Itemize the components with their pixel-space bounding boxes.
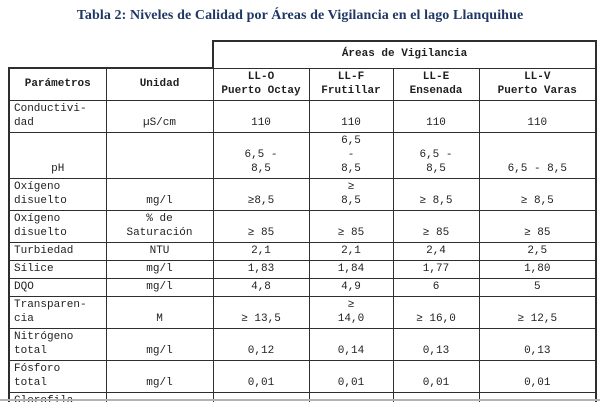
value-cell: 6,5 - 8,5 (308, 131, 394, 179)
value-cell: 1,80 (478, 259, 598, 279)
value-cell: 2,5 (478, 241, 598, 261)
value-cell: 4,9 (308, 277, 394, 297)
value-cell: 110 (212, 99, 310, 133)
row-turbiedad: Turbiedad NTU 2,1 2,1 2,4 2,5 (8, 241, 598, 261)
value-cell: ≥ 8,5 (478, 177, 598, 211)
row-silice: Sílice mg/l 1,83 1,84 1,77 1,80 (8, 259, 598, 279)
value-cell: 110 (392, 99, 480, 133)
value-cell: 0,14 (308, 327, 394, 361)
param-cell: Conductivi- dad (8, 99, 107, 133)
quality-levels-table: Áreas de Vigilancia Parámetros Unidad LL… (8, 40, 598, 402)
value-cell: ≥ 14,0 (308, 295, 394, 329)
column-header-unidad: Unidad (105, 67, 214, 101)
row-oxigeno-disuelto-mg: Oxígeno disuelto mg/l ≥8,5 ≥ 8,5 ≥ 8,5 ≥… (8, 177, 598, 211)
value-cell: ≥ 13,5 (212, 295, 310, 329)
page-bottom-rule (0, 399, 600, 401)
value-cell: 110 (478, 99, 598, 133)
column-header-ll-v: LL-V Puerto Varas (478, 67, 598, 101)
value-cell: 6,5 - 8,5 (392, 131, 480, 179)
value-cell: 4,8 (212, 277, 310, 297)
column-header-parametros: Parámetros (8, 67, 107, 101)
value-cell: ≥ 85 (212, 209, 310, 243)
table-title: Tabla 2: Niveles de Calidad por Áreas de… (76, 8, 524, 23)
param-cell: Transparen- cia (8, 295, 107, 329)
value-cell: ≥ 8,5 (308, 177, 394, 211)
blank-corner (9, 41, 213, 68)
value-cell: 0,01 (212, 359, 310, 393)
column-header-ll-e: LL-E Ensenada (392, 67, 480, 101)
unit-cell: mg/l (105, 359, 214, 393)
value-cell: 0,01 (478, 359, 598, 393)
row-nitrogeno-total: Nitrógeno total mg/l 0,12 0,14 0,13 0,13 (8, 327, 598, 361)
value-cell: ≥ 12,5 (478, 295, 598, 329)
value-cell: 2,4 (392, 241, 480, 261)
row-conductividad: Conductivi- dad µS/cm 110 110 110 110 (8, 99, 598, 133)
value-cell: 5 (478, 277, 598, 297)
param-cell: Fósforo total (8, 359, 107, 393)
value-cell: 2,1 (308, 241, 394, 261)
value-cell: ≥ 8,5 (392, 177, 480, 211)
value-cell: ≥ 85 (478, 209, 598, 243)
value-cell: 1,77 (392, 259, 480, 279)
value-cell: ≥8,5 (212, 177, 310, 211)
value-cell: 1,84 (308, 259, 394, 279)
row-fosforo-total: Fósforo total mg/l 0,01 0,01 0,01 0,01 (8, 359, 598, 393)
row-dqo: DQO mg/l 4,8 4,9 6 5 (8, 277, 598, 297)
value-cell: 6,5 - 8,5 (212, 131, 310, 179)
value-cell: ≥ 85 (392, 209, 480, 243)
value-cell: 0,01 (308, 359, 394, 393)
unit-cell: % de Saturación (105, 209, 214, 243)
column-header-ll-f: LL-F Frutillar (308, 67, 394, 101)
value-cell: 6,5 - 8,5 (478, 131, 598, 179)
value-cell: ≥ 85 (308, 209, 394, 243)
unit-cell: µS/cm (105, 99, 214, 133)
unit-cell: mg/l (105, 277, 214, 297)
value-cell: 0,12 (212, 327, 310, 361)
value-cell: 110 (308, 99, 394, 133)
column-header-ll-o: LL-O Puerto Octay (212, 67, 310, 101)
value-cell: 2,1 (212, 241, 310, 261)
param-cell: Turbiedad (8, 241, 107, 261)
unit-cell: mg/l (105, 177, 214, 211)
group-header-row: Áreas de Vigilancia (9, 40, 598, 69)
value-cell: 6 (392, 277, 480, 297)
value-cell: 1,83 (212, 259, 310, 279)
column-header-row: Parámetros Unidad LL-O Puerto Octay LL-F… (8, 67, 598, 101)
value-cell: 0,01 (392, 359, 480, 393)
unit-cell: NTU (105, 241, 214, 261)
unit-cell (105, 131, 214, 179)
row-transparencia: Transparen- cia M ≥ 13,5 ≥ 14,0 ≥ 16,0 ≥… (8, 295, 598, 329)
param-cell: Oxígeno disuelto (8, 209, 107, 243)
row-clorofila-a: Clorofila “a” µg/l 1,4 1,4 1,4 1,4 (8, 391, 598, 402)
param-cell: pH (8, 131, 107, 179)
value-cell: 1,4 (478, 391, 598, 402)
row-ph: pH 6,5 - 8,5 6,5 - 8,5 6,5 - 8,5 6,5 - 8… (8, 131, 598, 179)
value-cell: ≥ 16,0 (392, 295, 480, 329)
group-header-cell: Áreas de Vigilancia (211, 40, 598, 69)
row-oxigeno-disuelto-saturacion: Oxígeno disuelto % de Saturación ≥ 85 ≥ … (8, 209, 598, 243)
unit-cell: mg/l (105, 327, 214, 361)
unit-cell: M (105, 295, 214, 329)
value-cell: 0,13 (478, 327, 598, 361)
value-cell: 0,13 (392, 327, 480, 361)
unit-cell: mg/l (105, 259, 214, 279)
param-cell: DQO (8, 277, 107, 297)
param-cell: Nitrógeno total (8, 327, 107, 361)
param-cell: Oxígeno disuelto (8, 177, 107, 211)
param-cell: Sílice (8, 259, 107, 279)
